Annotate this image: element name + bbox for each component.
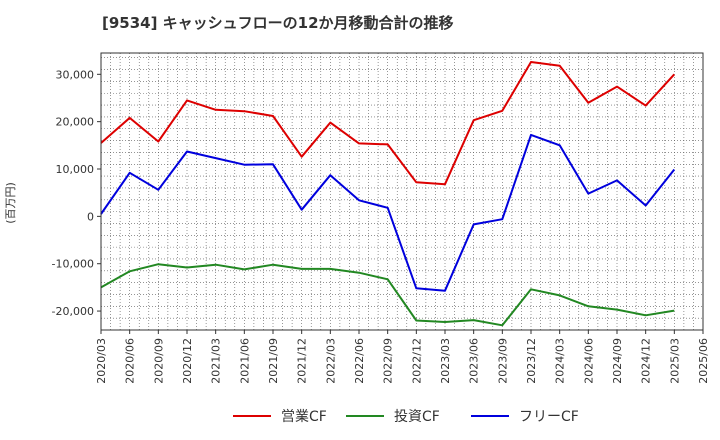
x-tick-label: 2022/06 (353, 338, 366, 384)
x-tick-label: 2024/06 (582, 338, 595, 384)
y-tick-label: 0 (87, 210, 94, 223)
y-tick-label: 30,000 (56, 68, 95, 81)
legend-swatch-free-cf (471, 415, 509, 417)
legend-item-investing-cf: 投資CF (346, 404, 440, 428)
legend-item-operating-cf: 営業CF (233, 404, 327, 428)
x-tick-label: 2024/03 (554, 338, 567, 384)
x-tick-label: 2020/03 (95, 338, 108, 384)
x-tick-label: 2022/03 (324, 338, 337, 384)
x-tick-label: 2020/06 (124, 338, 137, 384)
legend-item-free-cf: フリーCF (471, 404, 579, 428)
legend-label-operating-cf: 営業CF (281, 409, 327, 425)
x-tick-label: 2022/12 (410, 338, 423, 384)
x-tick-label: 2023/12 (525, 338, 538, 384)
series-line-free-cf (100, 133, 676, 292)
series-line-investing-cf (100, 263, 675, 327)
legend-label-investing-cf: 投資CF (394, 409, 440, 425)
x-tick-label: 2025/03 (668, 338, 681, 384)
x-tick-label: 2024/09 (611, 338, 624, 384)
plot-area (101, 53, 703, 330)
x-tick-label: 2023/09 (496, 338, 509, 384)
x-tick-label: 2021/09 (267, 338, 280, 384)
x-tick-label: 2025/06 (697, 338, 710, 384)
x-tick-label: 2023/03 (439, 338, 452, 384)
x-tick-label: 2023/06 (468, 338, 481, 384)
legend-swatch-operating-cf (233, 415, 271, 417)
x-tick-label: 2021/06 (238, 338, 251, 384)
x-tick-label: 2021/03 (210, 338, 223, 384)
y-tick-label: 10,000 (56, 163, 95, 176)
y-tick-label: -10,000 (52, 258, 94, 271)
legend-label-free-cf: フリーCF (519, 409, 579, 425)
y-tick-label: 20,000 (56, 116, 95, 129)
legend: 営業CF 投資CF フリーCF (0, 404, 720, 428)
chart-title: [9534] キャッシュフローの12か月移動合計の推移 (102, 14, 454, 32)
plot-frame (100, 52, 704, 331)
x-tick-label: 2020/09 (152, 338, 165, 384)
y-tick-label: -20,000 (52, 305, 94, 318)
x-tick-label: 2022/09 (382, 338, 395, 384)
legend-swatch-investing-cf (346, 415, 384, 417)
x-tick-label: 2024/12 (640, 338, 653, 384)
x-tick-label: 2021/12 (296, 338, 309, 384)
x-tick-label: 2020/12 (181, 338, 194, 384)
series-line-operating-cf (100, 61, 676, 186)
